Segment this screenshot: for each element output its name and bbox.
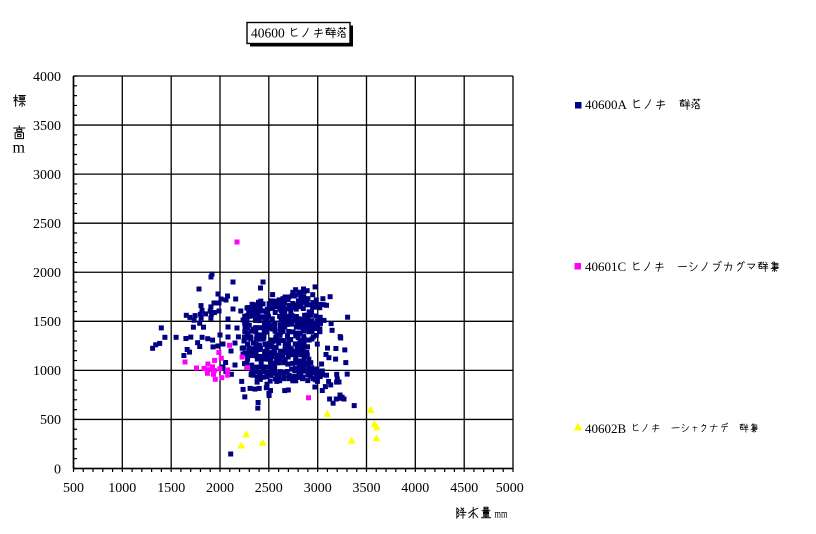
svg-text:40600: 40600 <box>251 26 285 41</box>
svg-text:3000: 3000 <box>304 481 332 496</box>
svg-text:40601C: 40601C <box>585 259 626 274</box>
svg-text:1500: 1500 <box>33 315 61 330</box>
svg-text:1000: 1000 <box>33 364 61 379</box>
svg-text:2000: 2000 <box>206 481 234 496</box>
svg-text:2500: 2500 <box>33 217 61 232</box>
svg-text:4000: 4000 <box>401 481 429 496</box>
svg-text:mm: mm <box>495 507 508 521</box>
svg-text:40602B: 40602B <box>585 421 627 436</box>
svg-text:40600A: 40600A <box>585 97 628 112</box>
svg-text:m: m <box>13 140 26 157</box>
svg-text:500: 500 <box>40 413 61 428</box>
svg-text:500: 500 <box>63 481 84 496</box>
svg-text:4000: 4000 <box>33 70 61 85</box>
svg-text:1500: 1500 <box>157 481 185 496</box>
svg-text:3500: 3500 <box>353 481 381 496</box>
svg-text:2500: 2500 <box>255 481 283 496</box>
svg-text:1000: 1000 <box>108 481 136 496</box>
svg-text:0: 0 <box>54 462 61 477</box>
svg-text:3000: 3000 <box>33 168 61 183</box>
svg-text:5000: 5000 <box>496 481 524 496</box>
svg-text:4500: 4500 <box>450 481 478 496</box>
svg-text:2000: 2000 <box>33 266 61 281</box>
svg-text:3500: 3500 <box>33 119 61 134</box>
